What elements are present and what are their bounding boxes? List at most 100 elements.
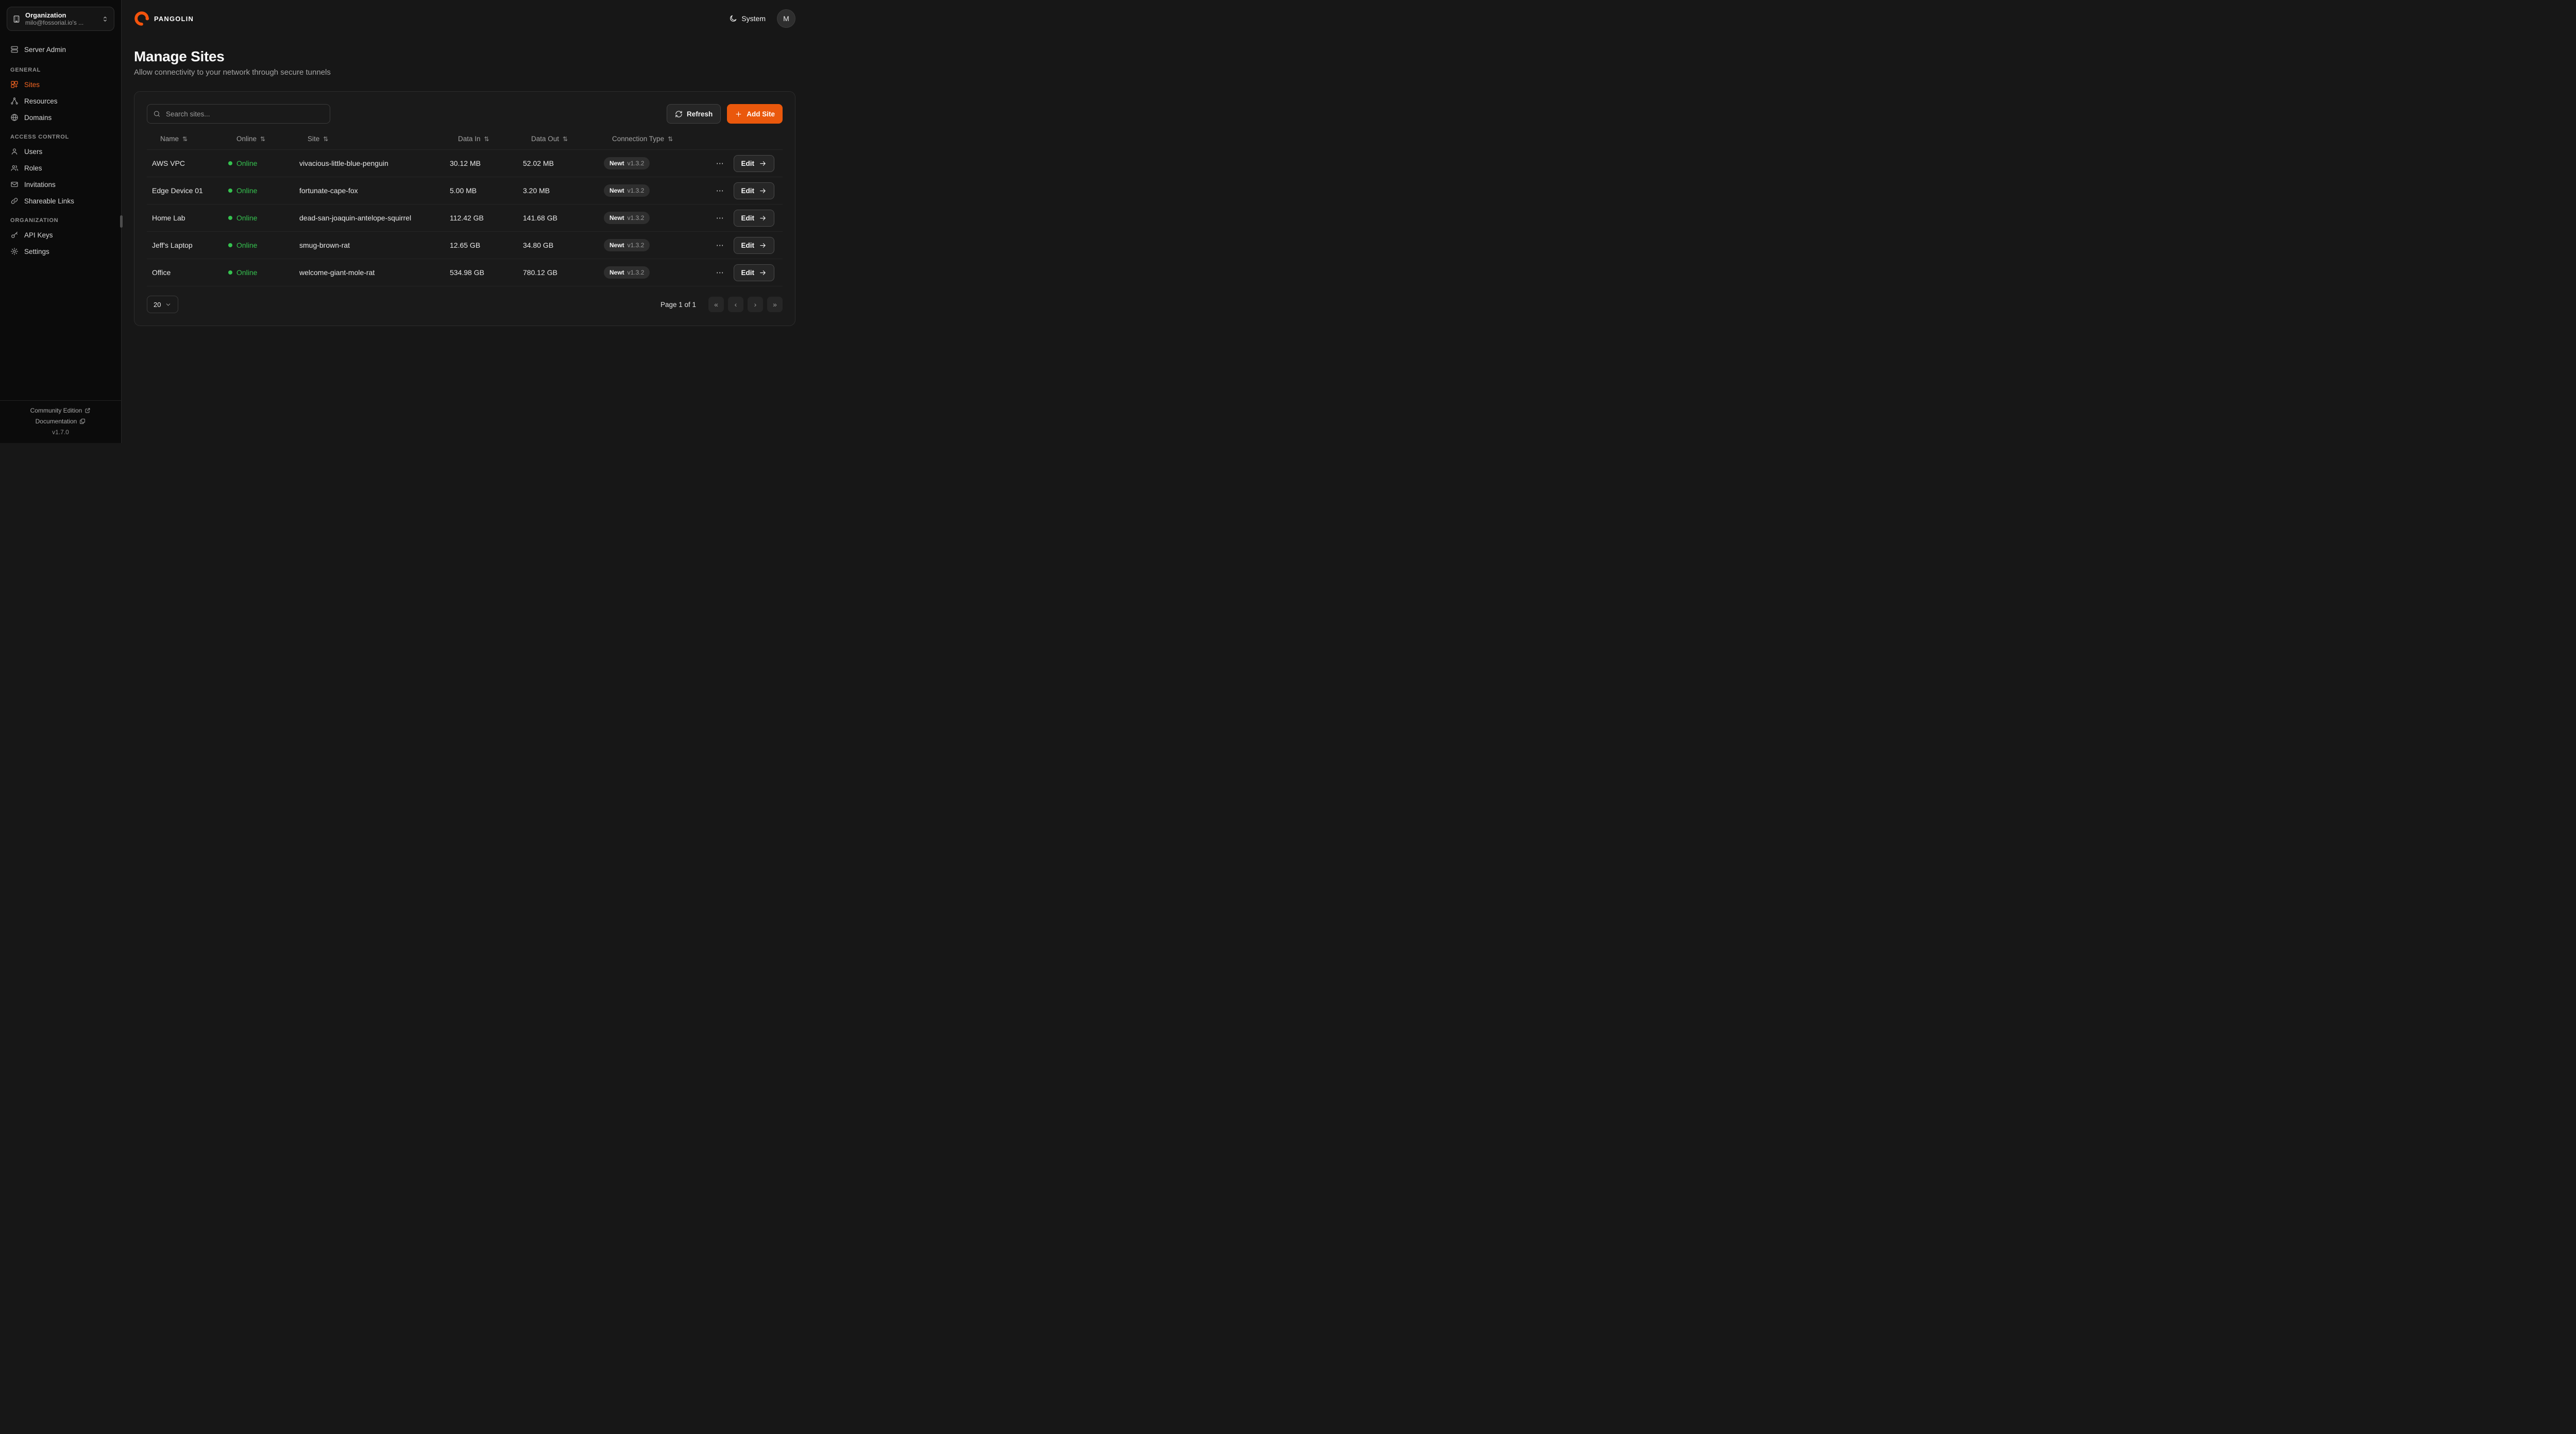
data-out-cell: 34.80 GB bbox=[523, 241, 554, 249]
last-page-button[interactable]: » bbox=[767, 297, 783, 312]
link-icon bbox=[11, 198, 18, 204]
connection-type-badge: Newt v1.3.2 bbox=[604, 184, 650, 197]
book-icon bbox=[80, 419, 86, 424]
sites-panel: Refresh Add Site Name ⇅ Online bbox=[134, 91, 795, 326]
table-header: Name ⇅ Online ⇅ Site ⇅ Data In ⇅ Data Ou… bbox=[147, 133, 783, 150]
online-status-label: Online bbox=[236, 186, 258, 195]
edit-button[interactable]: Edit bbox=[733, 155, 774, 172]
connection-type-badge: Newt v1.3.2 bbox=[604, 266, 650, 279]
arrow-right-icon bbox=[760, 188, 766, 193]
chevron-down-icon bbox=[166, 303, 171, 306]
edit-button[interactable]: Edit bbox=[733, 236, 774, 254]
page-size-select[interactable]: 20 bbox=[147, 296, 179, 313]
row-actions-button[interactable]: ⋯ bbox=[715, 211, 725, 225]
search-input[interactable] bbox=[147, 104, 330, 124]
sidebar: Organization milo@fossorial.io's ... Ser… bbox=[0, 0, 123, 443]
theme-label: System bbox=[741, 14, 766, 23]
column-header-data-out[interactable]: Data Out ⇅ bbox=[523, 135, 604, 143]
edit-button[interactable]: Edit bbox=[733, 182, 774, 199]
sort-icon: ⇅ bbox=[182, 135, 188, 143]
next-page-button[interactable]: › bbox=[748, 297, 763, 312]
data-out-cell: 780.12 GB bbox=[523, 268, 557, 277]
site-id-cell: dead-san-joaquin-antelope-squirrel bbox=[299, 214, 412, 222]
data-in-cell: 30.12 MB bbox=[450, 159, 481, 167]
data-in-cell: 112.42 GB bbox=[450, 214, 484, 222]
brand-name: PANGOLIN bbox=[154, 14, 194, 23]
column-header-site[interactable]: Site ⇅ bbox=[299, 135, 450, 143]
search-icon bbox=[154, 111, 160, 117]
column-header-connection-type[interactable]: Connection Type ⇅ bbox=[604, 135, 684, 143]
online-status-label: Online bbox=[236, 268, 258, 277]
sidebar-nav: GENERAL Sites Resources Domains ACCESS C… bbox=[0, 58, 121, 260]
site-id-cell: fortunate-cape-fox bbox=[299, 186, 358, 195]
data-in-cell: 534.98 GB bbox=[450, 268, 484, 277]
online-status-label: Online bbox=[236, 214, 258, 222]
sidebar-item-invitations[interactable]: Invitations bbox=[6, 176, 115, 193]
arrow-right-icon bbox=[760, 270, 766, 275]
moon-icon bbox=[730, 15, 737, 22]
row-actions-button[interactable]: ⋯ bbox=[715, 184, 725, 197]
documentation-link[interactable]: Documentation bbox=[36, 418, 86, 425]
org-selector[interactable]: Organization milo@fossorial.io's ... bbox=[7, 7, 114, 31]
version-label: v1.7.0 bbox=[52, 429, 69, 436]
sidebar-item-roles[interactable]: Roles bbox=[6, 160, 115, 176]
plus-icon bbox=[736, 111, 741, 116]
edit-button[interactable]: Edit bbox=[733, 264, 774, 281]
sidebar-item-label: Server Admin bbox=[24, 45, 66, 54]
data-out-cell: 141.68 GB bbox=[523, 214, 557, 222]
previous-page-button[interactable]: ‹ bbox=[728, 297, 743, 312]
sidebar-item-settings[interactable]: Settings bbox=[6, 243, 115, 260]
site-name-cell: Office bbox=[152, 268, 171, 277]
refresh-button[interactable]: Refresh bbox=[666, 104, 721, 124]
column-header-name[interactable]: Name ⇅ bbox=[152, 135, 228, 143]
first-page-button[interactable]: « bbox=[708, 297, 724, 312]
connection-type-badge: Newt v1.3.2 bbox=[604, 239, 650, 251]
sidebar-item-resources[interactable]: Resources bbox=[6, 93, 115, 109]
page-info: Page 1 of 1 bbox=[660, 300, 696, 309]
sidebar-item-shareable-links[interactable]: Shareable Links bbox=[6, 193, 115, 209]
sidebar-item-label: Roles bbox=[24, 164, 42, 172]
sites-toolbar: Refresh Add Site bbox=[147, 104, 783, 124]
page-subtitle: Allow connectivity to your network throu… bbox=[134, 68, 331, 77]
sidebar-item-sites[interactable]: Sites bbox=[6, 76, 115, 93]
site-name-cell: Home Lab bbox=[152, 214, 185, 222]
community-edition-link[interactable]: Community Edition bbox=[30, 407, 91, 414]
site-name-cell: Edge Device 01 bbox=[152, 186, 203, 195]
connection-type-badge: Newt v1.3.2 bbox=[604, 157, 650, 169]
table-row: AWS VPC Online vivacious-little-blue-pen… bbox=[147, 150, 783, 177]
sort-icon: ⇅ bbox=[484, 135, 489, 143]
add-site-button[interactable]: Add Site bbox=[727, 104, 783, 124]
sidebar-item-domains[interactable]: Domains bbox=[6, 109, 115, 126]
column-header-online[interactable]: Online ⇅ bbox=[228, 135, 299, 143]
row-actions-button[interactable]: ⋯ bbox=[715, 238, 725, 252]
sidebar-resize-handle[interactable] bbox=[120, 215, 123, 228]
server-icon bbox=[11, 46, 18, 53]
row-actions-button[interactable]: ⋯ bbox=[715, 157, 725, 170]
site-name-cell: AWS VPC bbox=[152, 159, 185, 167]
sidebar-item-label: Settings bbox=[24, 247, 49, 255]
table-footer: 20 Page 1 of 1 « ‹ › » bbox=[147, 296, 783, 313]
table-row: Edge Device 01 Online fortunate-cape-fox… bbox=[147, 177, 783, 204]
sites-icon bbox=[11, 81, 18, 88]
sidebar-item-users[interactable]: Users bbox=[6, 143, 115, 160]
online-status-dot bbox=[228, 161, 232, 165]
column-header-data-in[interactable]: Data In ⇅ bbox=[450, 135, 523, 143]
data-out-cell: 52.02 MB bbox=[523, 159, 554, 167]
table-row: Office Online welcome-giant-mole-rat 534… bbox=[147, 259, 783, 286]
data-out-cell: 3.20 MB bbox=[523, 186, 550, 195]
table-row: Jeff's Laptop Online smug-brown-rat 12.6… bbox=[147, 232, 783, 259]
pangolin-logo[interactable]: PANGOLIN bbox=[134, 11, 194, 26]
row-actions-button[interactable]: ⋯ bbox=[715, 266, 725, 279]
sort-icon: ⇅ bbox=[323, 135, 329, 143]
building-icon bbox=[13, 15, 20, 23]
theme-toggle[interactable]: System bbox=[729, 14, 766, 23]
pangolin-logo-icon bbox=[134, 11, 149, 26]
user-avatar[interactable]: M bbox=[777, 9, 795, 28]
mail-icon bbox=[11, 182, 18, 187]
site-id-cell: smug-brown-rat bbox=[299, 241, 350, 249]
site-id-cell: welcome-giant-mole-rat bbox=[299, 268, 375, 277]
sidebar-item-api-keys[interactable]: API Keys bbox=[6, 227, 115, 243]
external-link-icon bbox=[85, 408, 90, 413]
edit-button[interactable]: Edit bbox=[733, 209, 774, 227]
sidebar-item-server-admin[interactable]: Server Admin bbox=[6, 41, 115, 58]
